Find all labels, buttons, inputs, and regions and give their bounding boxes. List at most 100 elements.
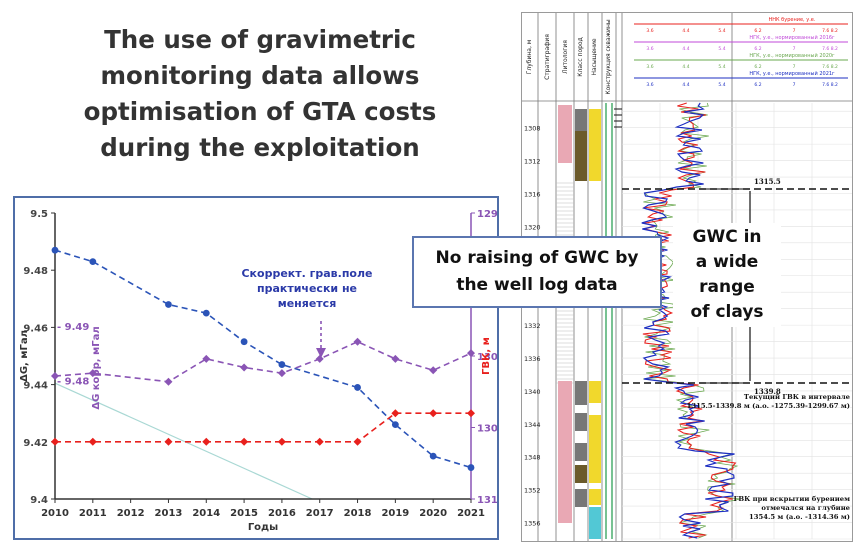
annotation-arrow-head	[316, 348, 326, 358]
chart-annotation-line: Скоррект. грав.поле	[241, 267, 372, 280]
rock-class-block	[575, 109, 587, 131]
inner-tick-label: - 9.48	[57, 376, 89, 387]
log-depth-label: 1356	[524, 520, 541, 528]
log-depth-label: 1348	[524, 454, 541, 462]
right-tick-label: 1290	[477, 209, 497, 220]
series-line	[54, 340, 472, 383]
log-depth-label: 1316	[524, 190, 541, 198]
x-tick-label: 2019	[381, 508, 409, 519]
current-gwc-note: 1315.5-1339.8 м (а.о. -1275.39-1299.67 м…	[687, 402, 850, 410]
log-depth-label: 1312	[524, 158, 541, 166]
callout-no-gwc-raise-line-1: No raising of GWC by	[435, 248, 639, 268]
log-curve-2021	[641, 102, 735, 539]
data-point	[51, 372, 59, 381]
log-column-header: Глубина, м	[526, 40, 533, 75]
rock-class-block	[575, 413, 587, 431]
x-tick-label: 2012	[117, 508, 145, 519]
log-scale-tick: 7	[793, 82, 796, 88]
data-point	[353, 437, 362, 446]
right-tick-label: 1305	[477, 424, 497, 435]
log-depth-label: 1336	[524, 355, 541, 363]
data-point	[165, 301, 172, 308]
saturation-block	[589, 109, 601, 181]
data-point	[353, 337, 362, 346]
data-point	[315, 354, 324, 363]
log-scale-tick: 4.4	[682, 82, 689, 88]
rock-class-block	[575, 465, 587, 483]
log-scale-tick: 4.4	[682, 28, 689, 34]
lithology-block	[558, 131, 572, 163]
log-scale-tick: 3.6	[646, 82, 653, 88]
callout-gwc-clays: GWC in a wide range of clays	[673, 223, 781, 327]
x-axis-label: Годы	[248, 522, 278, 533]
data-point	[88, 369, 97, 378]
rock-class-block	[575, 131, 587, 181]
log-legend-label: НГК, у.е., нормированный 2020г	[749, 52, 835, 59]
left-tick-label: 9.4	[30, 495, 48, 506]
data-point	[164, 377, 173, 386]
data-point	[391, 421, 399, 429]
log-column-header: Литология	[562, 40, 569, 74]
log-legend-label: НГК, у.е., нормированный 2016г	[749, 34, 835, 41]
saturation-block	[589, 381, 601, 403]
x-tick-label: 2018	[344, 508, 372, 519]
data-point	[202, 437, 211, 446]
drilling-gwc-note: отмечался на глубине	[761, 504, 850, 512]
right-tick-label: 1300	[477, 352, 497, 363]
log-scale-tick: 6.2	[754, 28, 761, 34]
headline-line-3: optimisation of GTA costs	[83, 97, 437, 126]
data-point	[278, 361, 286, 368]
headline-line-2: monitoring data allows	[100, 61, 420, 90]
log-legend-label: НГК, у.е., нормированный 2021г	[749, 70, 835, 77]
x-tick-label: 2015	[230, 508, 258, 519]
left-axis-label: ΔG, мГал	[19, 330, 30, 382]
data-point	[164, 437, 173, 446]
log-curve-drilling	[642, 102, 737, 539]
current-gwc-note: Текущий ГВК в интервале	[744, 393, 851, 401]
data-point	[240, 437, 249, 446]
data-point	[429, 409, 438, 418]
background-trace-line	[54, 382, 313, 500]
saturation-block	[589, 415, 601, 483]
log-scale-tick: 5.4	[718, 28, 725, 34]
left-tick-label: 9.5	[30, 209, 48, 220]
gwc-bottom-label: 1339.8	[754, 387, 781, 396]
data-point	[202, 354, 211, 363]
series-line	[55, 412, 471, 443]
data-point	[51, 246, 59, 254]
rock-class-block	[575, 489, 587, 507]
rock-class-block	[575, 381, 587, 405]
log-scale-tick: 6.2	[754, 82, 761, 88]
callout-no-gwc-raise: No raising of GWC by the well log data	[412, 236, 662, 308]
log-scale-tick: 6.2	[754, 46, 761, 52]
log-depth-label: 1308	[524, 125, 541, 133]
data-point	[89, 258, 97, 266]
x-tick-label: 2016	[268, 508, 296, 519]
left-tick-label: 9.48	[23, 266, 48, 277]
data-point	[277, 369, 286, 378]
inner-axis-label: ΔG корр, мГал	[91, 326, 102, 409]
log-depth-label: 1332	[524, 322, 541, 330]
log-scale-tick: 7	[793, 46, 796, 52]
callout-gwc-clays-line-4: of clays	[690, 302, 764, 322]
callout-gwc-clays-line-3: range	[699, 277, 755, 297]
data-point	[354, 384, 361, 391]
x-tick-label: 2013	[155, 508, 183, 519]
log-column-header: Конструкция скважины	[605, 19, 612, 94]
drilling-gwc-note: 1354.5 м (а.о. -1314.36 м)	[749, 513, 850, 521]
log-column-header: Класс пород	[577, 37, 584, 77]
callout-gwc-clays-line-2: a wide	[695, 252, 759, 272]
log-depth-label: 1352	[524, 487, 541, 495]
log-scale-tick: 4.4	[682, 64, 689, 70]
lithology-block	[558, 483, 572, 523]
x-tick-label: 2014	[192, 508, 220, 519]
left-tick-label: 9.42	[23, 438, 48, 449]
data-point	[240, 338, 248, 346]
data-point	[202, 309, 210, 317]
x-tick-label: 2021	[457, 508, 485, 519]
x-tick-label: 2010	[41, 508, 69, 519]
drilling-gwc-note: ГВК при вскрытии бурением	[734, 495, 850, 503]
data-point	[88, 437, 97, 446]
log-scale-tick: 7	[793, 28, 796, 34]
data-point	[391, 354, 400, 363]
